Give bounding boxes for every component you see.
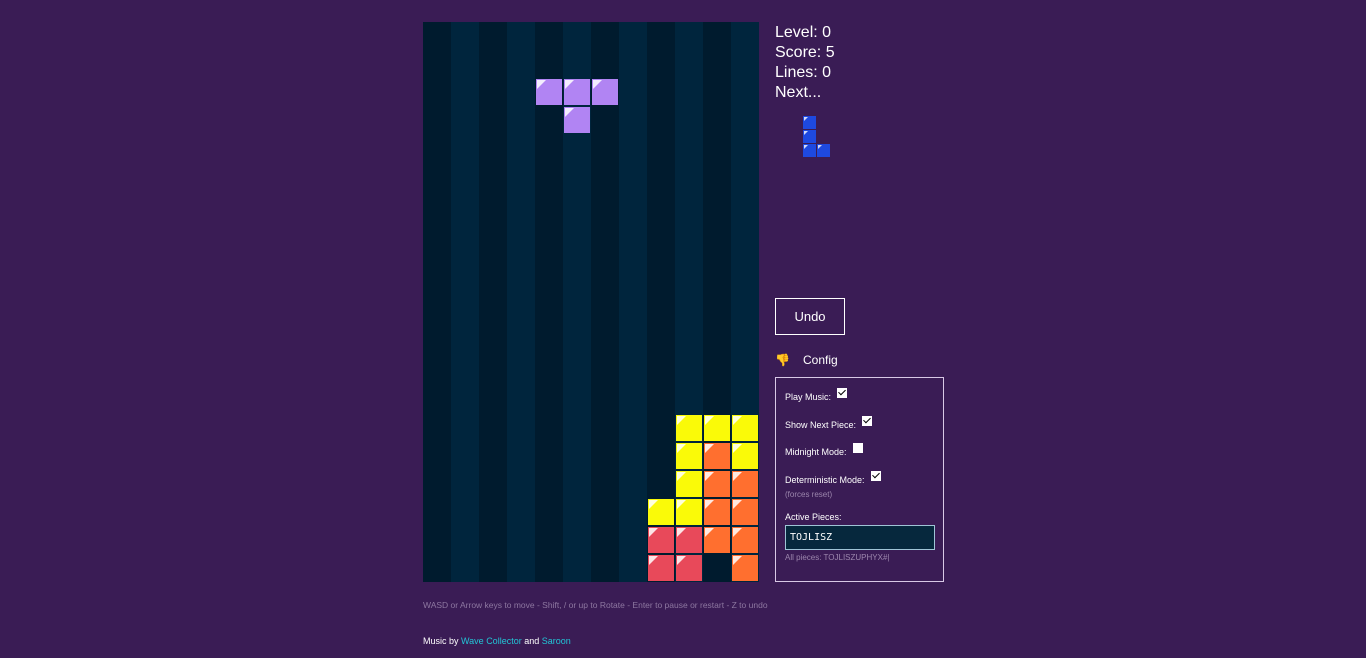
board-column (451, 22, 479, 582)
settled-block (732, 527, 758, 553)
play-music-checkbox[interactable] (837, 388, 848, 398)
settled-block (676, 555, 702, 581)
settled-block (676, 527, 702, 553)
settled-block (676, 415, 702, 441)
settled-block (704, 443, 730, 469)
settled-block (676, 499, 702, 525)
next-piece-preview (775, 110, 855, 170)
next-piece-block (803, 116, 816, 129)
score-label: Score: 5 (775, 44, 835, 61)
game-board[interactable] (423, 22, 759, 582)
board-column (507, 22, 535, 582)
midnight-label: Midnight Mode: (785, 447, 847, 457)
settled-block (732, 443, 758, 469)
board-column (563, 22, 591, 582)
next-piece-block (817, 144, 830, 157)
next-piece-block (803, 130, 816, 143)
board-column (535, 22, 563, 582)
board-column (479, 22, 507, 582)
settled-block (676, 471, 702, 497)
music-credits: Music by Wave Collector and Saroon (423, 636, 571, 646)
config-label: Config (803, 353, 838, 367)
config-toggle[interactable]: 👎 Config (775, 353, 838, 367)
lines-label: Lines: 0 (775, 64, 832, 81)
board-column (423, 22, 451, 582)
controls-help-text: WASD or Arrow keys to move - Shift, / or… (423, 600, 768, 610)
active-pieces-input[interactable] (785, 525, 935, 550)
board-column (703, 22, 731, 582)
board-column (619, 22, 647, 582)
music-credit-joiner: and (521, 636, 542, 646)
all-pieces-note: All pieces: TOJLISZUPHYX#| (785, 553, 890, 562)
settled-block (704, 471, 730, 497)
settled-block (676, 443, 702, 469)
settled-block (648, 555, 674, 581)
level-label: Level: 0 (775, 24, 832, 41)
settled-block (732, 555, 758, 581)
artist-link-wave-collector[interactable]: Wave Collector (461, 636, 522, 646)
settled-block (648, 527, 674, 553)
show-next-label: Show Next Piece: (785, 420, 857, 430)
board-column (591, 22, 619, 582)
board-column (731, 22, 759, 582)
settled-block (704, 499, 730, 525)
active-pieces-label: Active Pieces: (785, 512, 842, 522)
deterministic-checkbox[interactable] (870, 471, 881, 481)
undo-button[interactable]: Undo (775, 298, 845, 335)
deterministic-option: Deterministic Mode: (785, 471, 881, 485)
deterministic-label: Deterministic Mode: (785, 475, 865, 485)
pointing-down-hand-icon: 👎 (775, 353, 790, 367)
show-next-option: Show Next Piece: (785, 416, 873, 430)
active-piece-block (592, 79, 618, 105)
board-column (675, 22, 703, 582)
board-column (647, 22, 675, 582)
midnight-checkbox[interactable] (852, 443, 863, 453)
settled-block (704, 415, 730, 441)
next-piece-block (803, 144, 816, 157)
active-piece-block (536, 79, 562, 105)
active-piece-block (564, 79, 590, 105)
play-music-label: Play Music: (785, 392, 832, 402)
config-panel: Play Music: Show Next Piece: Midnight Mo… (775, 377, 944, 582)
midnight-option: Midnight Mode: (785, 443, 863, 457)
music-credit-prefix: Music by (423, 636, 462, 646)
show-next-checkbox[interactable] (862, 416, 873, 426)
next-label: Next... (775, 84, 822, 101)
artist-link-saroon[interactable]: Saroon (541, 636, 571, 646)
play-music-option: Play Music: (785, 388, 848, 402)
deterministic-note: (forces reset) (785, 490, 833, 499)
settled-block (732, 471, 758, 497)
active-piece-block (564, 107, 590, 133)
settled-block (648, 499, 674, 525)
settled-block (732, 415, 758, 441)
stats-panel: Level: 0 Score: 5 Lines: 0 Next... (775, 23, 835, 103)
settled-block (704, 527, 730, 553)
settled-block (732, 499, 758, 525)
